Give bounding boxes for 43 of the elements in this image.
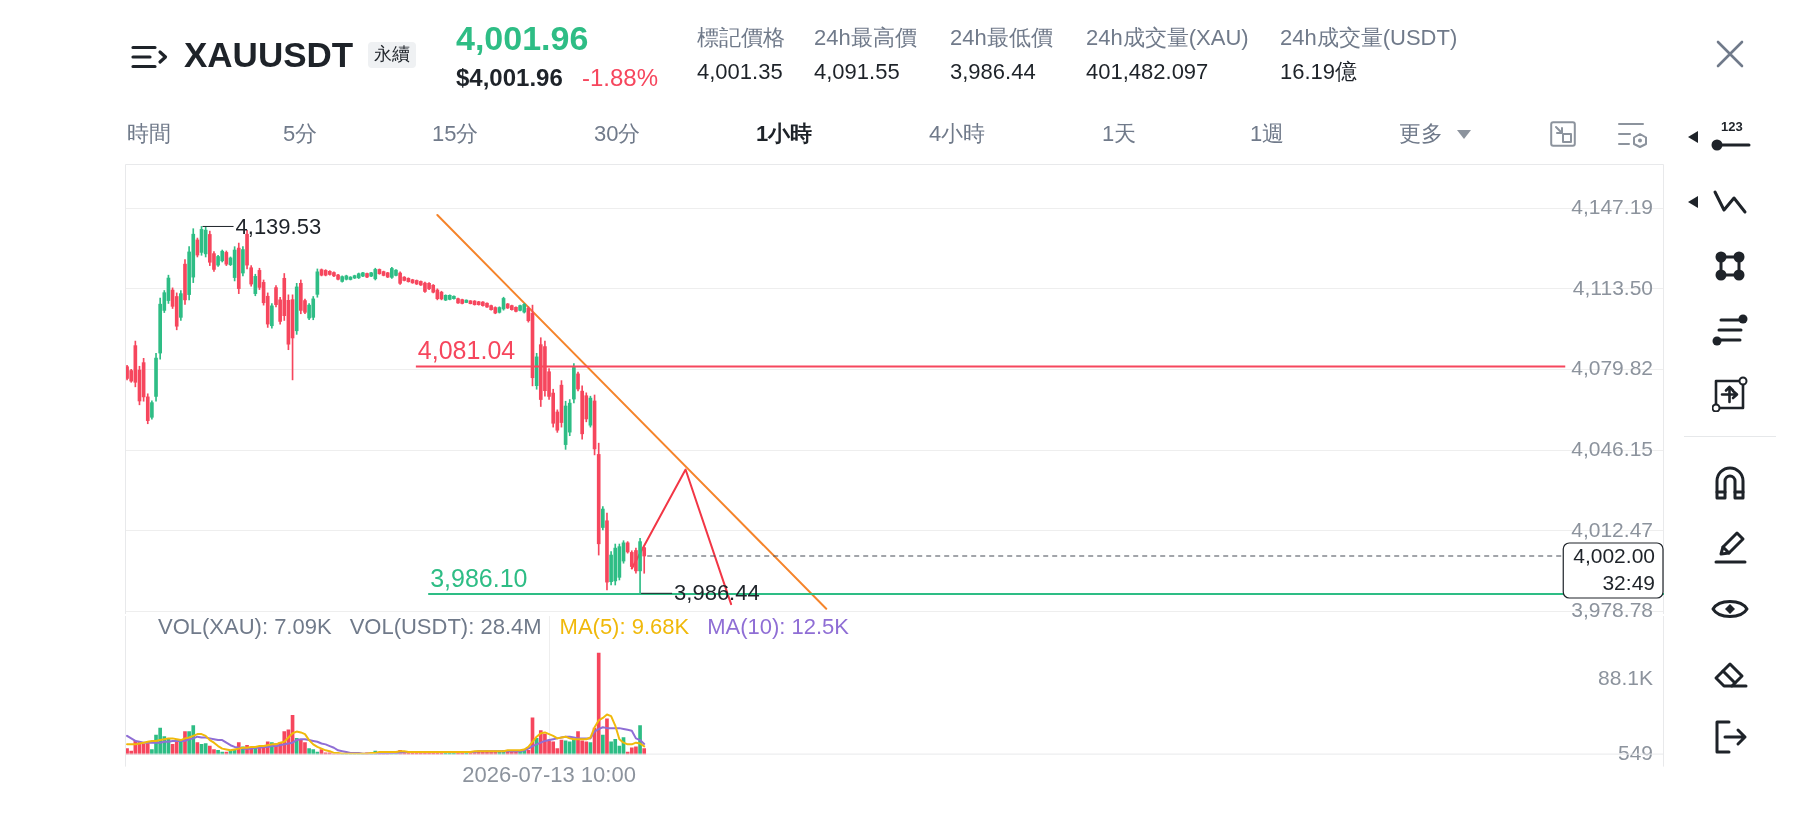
x-tick-label: 2026-07-13 10:00 [462,761,636,787]
y-tick-label: 4,147.19 [1571,194,1653,218]
text: 5分 [283,120,318,148]
text: 時間 [127,120,171,148]
text: -1.88% [582,63,659,93]
text: 永續 [368,42,416,68]
text: 標記價格 [697,24,785,52]
y-tick-label: 4,046.15 [1571,437,1653,461]
ref-line-label: 4,002.00 [1573,543,1655,567]
annotation: VOL(USDT): 28.4M [349,614,542,640]
text: 123 [1721,119,1743,135]
text: 401,482.097 [1086,58,1209,86]
annotation: VOL(XAU): 7.09K [158,614,332,640]
y-tick-label: 4,079.82 [1571,356,1653,380]
text: 4,091.55 [814,58,900,86]
text: 15分 [432,120,479,148]
text: 24h成交量(XAU) [1086,24,1249,52]
text: 24h最高價 [814,24,917,52]
text: 24h成交量(USDT) [1280,24,1458,52]
y-tick-label: 549 [1617,740,1653,764]
y-tick-label: 4,113.50 [1572,275,1653,299]
text: 4小時 [929,120,986,148]
y-tick-label: 3,978.78 [1571,598,1653,622]
text: MA(5): 9.68K [559,614,690,640]
text: 4,001.96 [456,17,589,59]
text: 更多 [1399,120,1443,148]
annotation: 32:49 [1602,570,1655,594]
text: 24h最低價 [950,24,1053,52]
ref-line-label: 3,986.10 [430,563,528,592]
text: MA(10): 12.5K [707,614,850,640]
text: 4,001.35 [697,58,783,86]
text: 16.19億 [1280,58,1358,86]
y-tick-label: 88.1K [1598,666,1653,690]
text: 3,986.44 [950,58,1036,86]
y-tick-label: 4,012.47 [1571,517,1653,541]
annotation: 4,139.53 [235,213,322,239]
text: $4,001.96 [456,63,563,93]
text: 30分 [594,120,641,148]
text: 1週 [1250,120,1285,148]
text: 1小時 [756,120,813,148]
chart-title: XAUUSDT [184,34,354,76]
ref-line-label: 4,081.04 [417,336,516,365]
text: 1天 [1102,120,1137,148]
